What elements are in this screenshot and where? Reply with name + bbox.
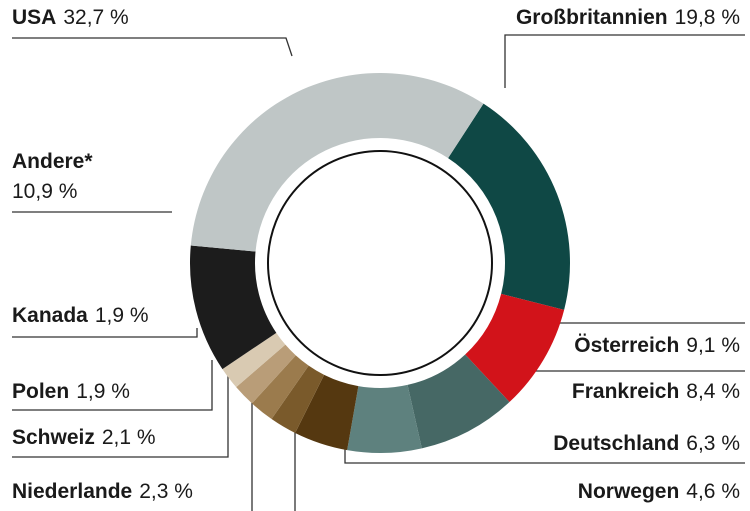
data-label: Andere* 10,9 % bbox=[12, 150, 93, 203]
category-name: Großbritannien bbox=[516, 6, 668, 29]
donut-segment bbox=[190, 72, 484, 252]
data-label: Österreich 9,1 % bbox=[574, 334, 740, 357]
value-label: 4,6 % bbox=[686, 480, 740, 503]
data-label: Frankreich 8,4 % bbox=[572, 380, 740, 403]
donut-segment bbox=[448, 103, 570, 310]
data-label: Kanada 1,9 % bbox=[12, 304, 149, 327]
category-name: Niederlande bbox=[12, 480, 132, 503]
data-label: Deutschland 6,3 % bbox=[553, 432, 740, 455]
donut-segment bbox=[190, 245, 277, 370]
donut-segment bbox=[222, 332, 286, 388]
leader-line bbox=[12, 360, 213, 411]
donut-segment bbox=[347, 384, 422, 454]
value-label: 9,1 % bbox=[686, 334, 740, 357]
category-name: USA bbox=[12, 6, 56, 29]
leader-line bbox=[12, 328, 198, 338]
data-label: Norwegen 4,6 % bbox=[578, 480, 740, 503]
leader-line bbox=[12, 37, 293, 57]
category-name: Kanada bbox=[12, 304, 88, 327]
leader-line bbox=[12, 375, 229, 458]
value-label: 2,3 % bbox=[139, 480, 193, 503]
data-label: Niederlande 2,3 % bbox=[12, 480, 193, 503]
category-name: Polen bbox=[12, 380, 69, 403]
donut-segment bbox=[271, 365, 325, 434]
data-label: Großbritannien 19,8 % bbox=[516, 6, 740, 29]
data-label: Schweiz 2,1 % bbox=[12, 426, 156, 449]
category-name: Deutschland bbox=[553, 432, 679, 455]
inner-ring bbox=[267, 150, 493, 376]
value-label: 2,1 % bbox=[102, 426, 156, 449]
donut-segment bbox=[295, 374, 359, 451]
value-label: 8,4 % bbox=[686, 380, 740, 403]
donut-segment bbox=[407, 354, 510, 449]
category-name: Norwegen bbox=[578, 480, 680, 503]
category-name: Andere* bbox=[12, 150, 93, 173]
value-label: 1,9 % bbox=[95, 304, 149, 327]
value-label: 19,8 % bbox=[675, 6, 740, 29]
data-label: USA 32,7 % bbox=[12, 6, 129, 29]
category-name: Frankreich bbox=[572, 380, 679, 403]
value-label: 10,9 % bbox=[12, 180, 77, 203]
category-name: Schweiz bbox=[12, 426, 95, 449]
value-label: 32,7 % bbox=[63, 6, 128, 29]
donut-segment bbox=[236, 344, 296, 404]
value-label: 1,9 % bbox=[76, 380, 130, 403]
donut-segment bbox=[251, 355, 309, 420]
donut-segment bbox=[465, 293, 565, 403]
value-label: 6,3 % bbox=[686, 432, 740, 455]
leader-line bbox=[504, 34, 745, 88]
category-name: Österreich bbox=[574, 334, 679, 357]
data-label: Polen 1,9 % bbox=[12, 380, 130, 403]
